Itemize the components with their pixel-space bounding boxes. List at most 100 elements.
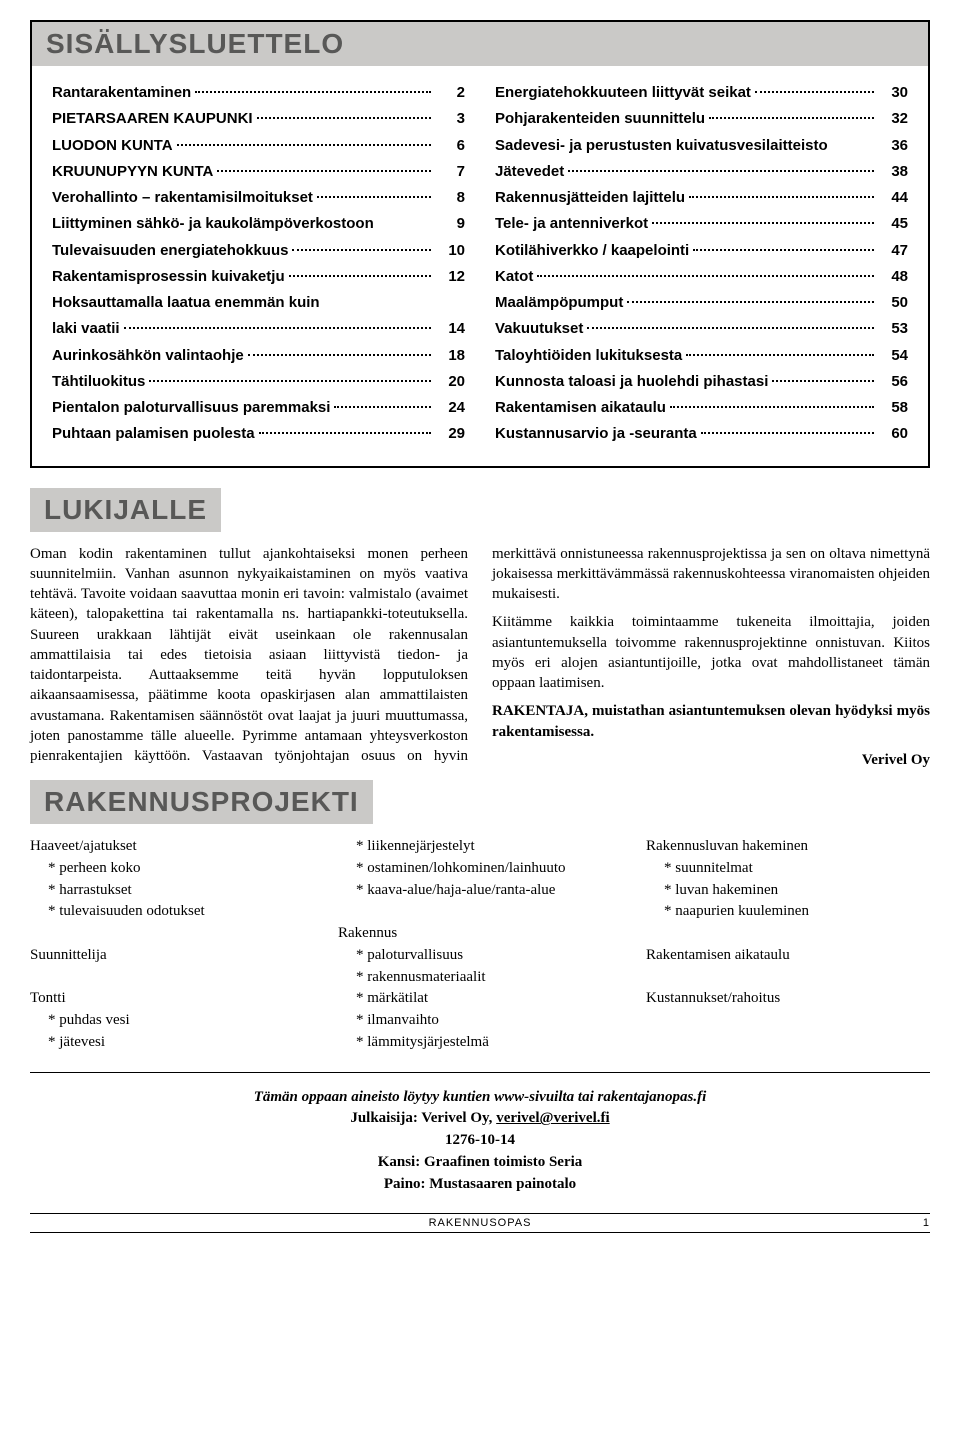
toc-label: Tähtiluokitus [52, 369, 145, 395]
project-heading: Kustannukset/rahoitus [646, 988, 930, 1010]
project-heading: Rakennusluvan hakeminen [646, 836, 930, 858]
toc-label: Kustannusarvio ja -seuranta [495, 421, 697, 447]
project-heading: Rakentamisen aikataulu [646, 945, 930, 967]
toc-label: Pohjarakenteiden suunnittelu [495, 106, 705, 132]
toc-row: Kunnosta taloasi ja huolehdi pihastasi56 [495, 369, 908, 395]
toc-label: laki vaatii [52, 316, 120, 342]
toc-row: Kustannusarvio ja -seuranta 60 [495, 421, 908, 447]
project-sub-item: ilmanvaihto [338, 1010, 622, 1032]
toc-page: 10 [435, 238, 465, 264]
toc-page: 30 [878, 80, 908, 106]
toc-label: Maalämpöpumput [495, 290, 623, 316]
toc-page: 3 [435, 106, 465, 132]
toc-row: Pohjarakenteiden suunnittelu 32 [495, 106, 908, 132]
toc-page: 53 [878, 316, 908, 342]
toc-page: 18 [435, 343, 465, 369]
project-sub-item: tulevaisuuden odotukset [30, 901, 314, 923]
bottom-bar: RAKENNUSOPAS 1 [30, 1213, 930, 1233]
project-heading: Tontti [30, 988, 314, 1010]
project-section: RAKENNUSPROJEKTI Haaveet/ajatuksetperhee… [30, 780, 930, 1054]
toc-label: Pientalon paloturvallisuus paremmaksi [52, 395, 330, 421]
toc-label: Tulevaisuuden energiatehokkuus [52, 238, 288, 264]
toc-row: Taloyhtiöiden lukituksesta 54 [495, 343, 908, 369]
project-sub-item: lämmitysjärjestelmä [338, 1032, 622, 1054]
toc-label: Taloyhtiöiden lukituksesta [495, 343, 682, 369]
toc-label: Rakennusjätteiden lajittelu [495, 185, 685, 211]
toc-page: 48 [878, 264, 908, 290]
separator-line [30, 1072, 930, 1073]
toc-row: Tähtiluokitus20 [52, 369, 465, 395]
project-sub-item: harrastukset [30, 880, 314, 902]
toc-label: Aurinkosähkön valintaohje [52, 343, 244, 369]
toc-row: Hoksauttamalla laatua enemmän kuin [52, 290, 465, 316]
toc-row: PIETARSAAREN KAUPUNKI 3 [52, 106, 465, 132]
project-sub-item: ostaminen/lohkominen/lainhuuto [338, 858, 622, 880]
reader-bold-line: RAKENTAJA, muistathan asiantuntemuksen o… [492, 701, 930, 742]
toc-label: PIETARSAAREN KAUPUNKI [52, 106, 253, 132]
reader-signoff: Verivel Oy [492, 750, 930, 770]
toc-page: 60 [878, 421, 908, 447]
toc-page: 24 [435, 395, 465, 421]
project-column: liikennejärjestelytostaminen/lohkominen/… [338, 836, 622, 1054]
toc-row: Tele- ja antenniverkot45 [495, 211, 908, 237]
toc-row: Puhtaan palamisen puolesta 29 [52, 421, 465, 447]
toc-row: Maalämpöpumput 50 [495, 290, 908, 316]
toc-row: Energiatehokkuuteen liittyvät seikat30 [495, 80, 908, 106]
footer-publisher: Julkaisija: Verivel Oy, verivel@verivel.… [30, 1108, 930, 1130]
toc-label: Hoksauttamalla laatua enemmän kuin [52, 290, 320, 316]
toc-label: Verohallinto – rakentamisilmoitukset [52, 185, 313, 211]
toc-label: Puhtaan palamisen puolesta [52, 421, 255, 447]
toc-page: 12 [435, 264, 465, 290]
toc-label: Sadevesi- ja perustusten kuivatusvesilai… [495, 133, 828, 159]
toc-section: SISÄLLYSLUETTELO Rantarakentaminen2PIETA… [30, 20, 930, 468]
project-sub-item: perheen koko [30, 858, 314, 880]
project-column: Rakennusluvan hakeminensuunnitelmatluvan… [646, 836, 930, 1054]
toc-row: laki vaatii 14 [52, 316, 465, 342]
toc-label: Rakentamisen aikataulu [495, 395, 666, 421]
toc-left-column: Rantarakentaminen2PIETARSAAREN KAUPUNKI3… [52, 80, 465, 448]
project-heading: Suunnittelija [30, 945, 314, 967]
footer-cover: Kansi: Graafinen toimisto Seria [30, 1152, 930, 1174]
project-sub-item: paloturvallisuus [338, 945, 622, 967]
toc-page: 56 [878, 369, 908, 395]
toc-label: Katot [495, 264, 533, 290]
toc-page: 54 [878, 343, 908, 369]
toc-label: Rakentamisprosessin kuivaketju [52, 264, 285, 290]
project-column: Haaveet/ajatuksetperheen kokoharrastukse… [30, 836, 314, 1054]
toc-row: Jätevedet38 [495, 159, 908, 185]
footer-source-line: Tämän oppaan aineisto löytyy kuntien www… [30, 1087, 930, 1109]
toc-page: 29 [435, 421, 465, 447]
toc-page: 6 [435, 133, 465, 159]
project-title: RAKENNUSPROJEKTI [44, 786, 359, 817]
toc-page: 58 [878, 395, 908, 421]
toc-label: Liittyminen sähkö- ja kaukolämpöverkosto… [52, 211, 374, 237]
toc-page: 14 [435, 316, 465, 342]
toc-page: 38 [878, 159, 908, 185]
toc-row: Aurinkosähkön valintaohje 18 [52, 343, 465, 369]
toc-page: 50 [878, 290, 908, 316]
project-sub-item: jätevesi [30, 1032, 314, 1054]
toc-page: 7 [435, 159, 465, 185]
reader-section: LUKIJALLE Oman kodin rakentaminen tullut… [30, 488, 930, 773]
toc-label: Kotilähiverkko / kaapelointi [495, 238, 689, 264]
project-sub-item: märkätilat [338, 988, 622, 1010]
toc-row: Tulevaisuuden energiatehokkuus 10 [52, 238, 465, 264]
footer-code: 1276-10-14 [30, 1130, 930, 1152]
toc-page: 47 [878, 238, 908, 264]
toc-label: Tele- ja antenniverkot [495, 211, 648, 237]
toc-right-column: Energiatehokkuuteen liittyvät seikat30Po… [495, 80, 908, 448]
toc-row: Katot 48 [495, 264, 908, 290]
reader-title: LUKIJALLE [44, 494, 207, 525]
toc-page: 9 [435, 211, 465, 237]
project-sub-item: rakennusmateriaalit [338, 967, 622, 989]
toc-page: 32 [878, 106, 908, 132]
reader-body: Oman kodin rakentaminen tullut ajankohta… [30, 544, 930, 773]
toc-row: Sadevesi- ja perustusten kuivatusvesilai… [495, 133, 908, 159]
toc-page: 8 [435, 185, 465, 211]
bottom-page: 1 [900, 1217, 930, 1229]
toc-row: Liittyminen sähkö- ja kaukolämpöverkosto… [52, 211, 465, 237]
toc-columns: Rantarakentaminen2PIETARSAAREN KAUPUNKI3… [52, 80, 908, 448]
toc-row: LUODON KUNTA6 [52, 133, 465, 159]
footer-print: Paino: Mustasaaren painotalo [30, 1174, 930, 1196]
toc-label: Vakuutukset [495, 316, 583, 342]
